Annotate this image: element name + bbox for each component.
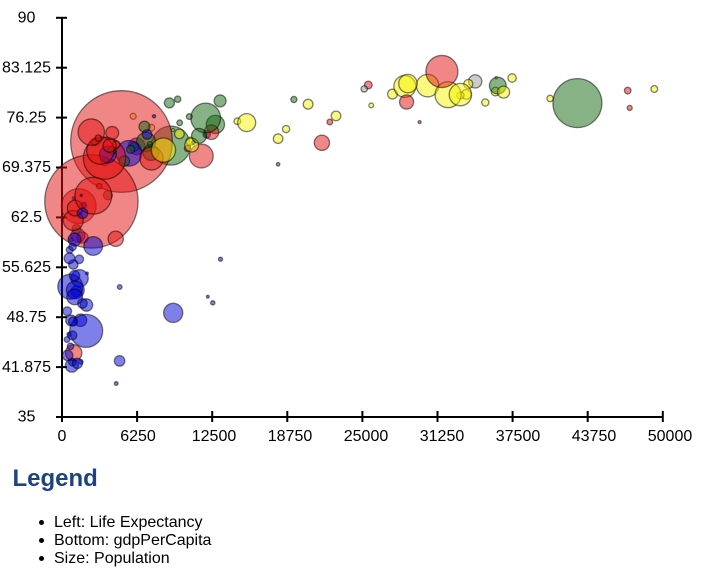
svg-text:37500: 37500 — [496, 428, 541, 445]
svg-text:43750: 43750 — [572, 428, 617, 445]
svg-text:76.25: 76.25 — [6, 109, 46, 126]
svg-text:25000: 25000 — [344, 428, 389, 445]
svg-text:31250: 31250 — [420, 428, 465, 445]
svg-text:18750: 18750 — [268, 428, 313, 445]
svg-text:50000: 50000 — [648, 428, 693, 445]
svg-text:62.5: 62.5 — [11, 209, 42, 226]
svg-text:48.75: 48.75 — [6, 309, 46, 326]
svg-text:83.125: 83.125 — [2, 59, 51, 76]
svg-text:41.875: 41.875 — [2, 359, 51, 376]
svg-text:90: 90 — [18, 10, 36, 27]
svg-text:0: 0 — [58, 428, 67, 445]
svg-text:55.625: 55.625 — [2, 259, 51, 276]
svg-text:35: 35 — [18, 409, 36, 426]
svg-text:69.375: 69.375 — [2, 159, 51, 176]
svg-text:12500: 12500 — [192, 428, 237, 445]
svg-text:6250: 6250 — [120, 428, 156, 445]
